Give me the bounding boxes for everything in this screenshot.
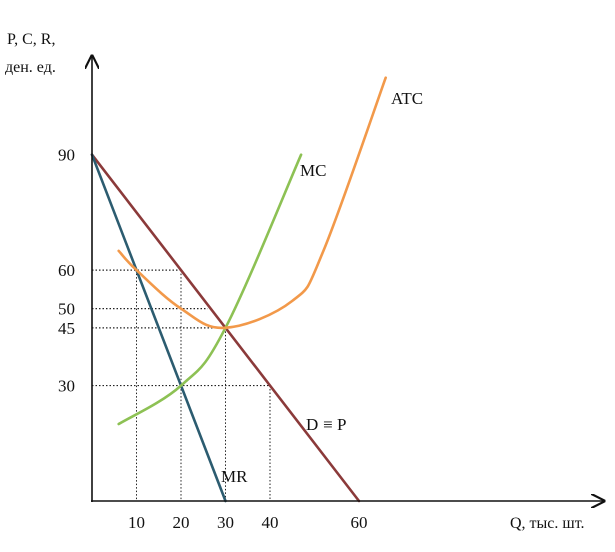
y-tick-label-45: 45	[58, 319, 75, 338]
y-tick-label-30: 30	[58, 377, 75, 396]
x-tick-label-60: 60	[351, 513, 368, 532]
x-tick-label-10: 10	[128, 513, 145, 532]
mr-curve	[90, 153, 227, 503]
demand-curve-label: D ≡ P	[306, 415, 346, 434]
y-tick-label-50: 50	[58, 300, 75, 319]
mr-curve-label: MR	[221, 467, 248, 486]
demand-curve-label-p: P	[337, 415, 346, 434]
x-tick-label-20: 20	[173, 513, 190, 532]
x-tick-label-30: 30	[217, 513, 234, 532]
y-axis-label-line1: P, C, R,	[7, 31, 55, 48]
demand-curve-label-d: D	[306, 415, 318, 434]
demand-identity-symbol: ≡	[323, 415, 333, 434]
mc-curve-label: MC	[300, 161, 326, 180]
curves	[90, 76, 387, 503]
y-tick-label-90: 90	[58, 146, 75, 165]
x-axis-label: Q, тыс. шт.	[510, 515, 585, 532]
y-tick-label-60: 60	[58, 261, 75, 280]
y-axis-label-line2: ден. ед.	[5, 59, 56, 76]
x-tick-label-40: 40	[262, 513, 279, 532]
mc-curve	[117, 153, 303, 426]
atc-curve	[117, 76, 387, 330]
atc-curve-label: ATC	[391, 89, 423, 108]
